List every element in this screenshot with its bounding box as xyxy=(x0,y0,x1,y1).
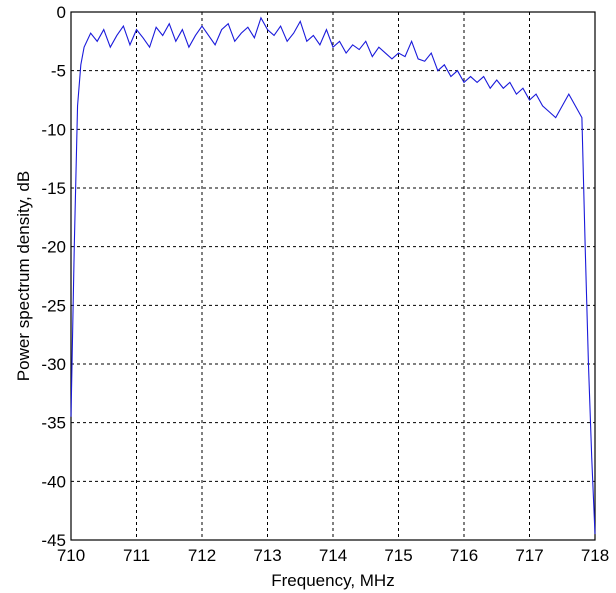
series-layer xyxy=(70,16,596,535)
x-tick-label: 716 xyxy=(450,546,478,565)
y-axis-label: Power spectrum density, dB xyxy=(14,171,33,381)
y-tick-label: -45 xyxy=(41,531,66,550)
plot-frame xyxy=(70,11,596,541)
x-tick-label: 712 xyxy=(188,546,216,565)
y-tick-label: -10 xyxy=(41,120,66,139)
x-axis-label: Frequency, MHz xyxy=(271,571,394,590)
y-tick-label: -25 xyxy=(41,296,66,315)
series-line xyxy=(70,16,596,535)
y-tick-label: -20 xyxy=(41,238,66,257)
x-tick-label: 710 xyxy=(57,546,85,565)
y-tick-label: -15 xyxy=(41,179,66,198)
x-tick-label: 711 xyxy=(123,546,150,565)
x-tick-label: 713 xyxy=(253,546,281,565)
y-tick-label: -40 xyxy=(41,472,66,491)
y-tick-label: -5 xyxy=(51,62,66,81)
y-tick-label: -30 xyxy=(41,355,66,374)
grid xyxy=(71,12,595,540)
x-tick-label: 714 xyxy=(319,546,347,565)
x-tick-label: 718 xyxy=(581,546,609,565)
x-tick-label: 715 xyxy=(384,546,412,565)
x-tick-label: 717 xyxy=(515,546,543,565)
x-tick-labels: 710 711 712 713 714 715 716 717 718 xyxy=(57,546,609,565)
y-tick-labels: 0 -5 -10 -15 -20 -25 -30 -35 -40 -45 xyxy=(41,3,66,550)
y-tick-label: 0 xyxy=(57,3,66,22)
y-tick-label: -35 xyxy=(41,414,66,433)
